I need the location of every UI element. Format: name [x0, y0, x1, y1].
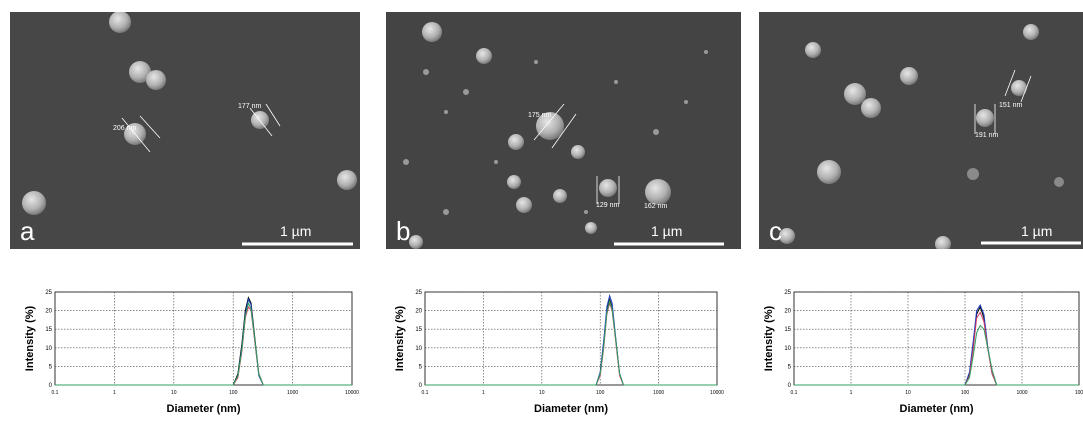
sem-image-a: 206 nm 177 nm 1 µm a — [10, 12, 360, 249]
sem-background — [10, 12, 360, 249]
x-tick-label: 0.1 — [52, 390, 59, 396]
x-axis-title: Diameter (nm) — [534, 403, 608, 415]
measurement-label: 177 nm — [238, 103, 262, 110]
plot-frame — [793, 291, 1080, 386]
x-tick-label: 100 — [596, 390, 605, 396]
x-tick-label: 100 — [1075, 390, 1083, 396]
dls-chart-c-canvas: 0 5 10 15 20 25 0.1 1 10 100 1000 100 Diameter (nm) I… — [763, 290, 1083, 415]
scale-bar-label: 1 µm — [280, 223, 311, 239]
sem-background — [386, 12, 741, 249]
x-tick-label: 10000 — [345, 390, 359, 396]
measurement-label: 151 nm — [999, 102, 1023, 109]
x-tick-label: 1 — [850, 390, 853, 396]
y-tick-label: 20 — [784, 309, 791, 315]
plot-frame — [424, 291, 718, 386]
scale-bar-label: 1 µm — [1021, 223, 1052, 239]
y-tick-label: 5 — [49, 364, 53, 370]
series-line-4 — [55, 301, 352, 386]
small-particles — [403, 50, 708, 215]
x-tick-label: 10000 — [710, 390, 724, 396]
scale-bar-label: 1 µm — [651, 223, 682, 239]
x-axis-title: Diameter (nm) — [900, 403, 974, 415]
y-axis-title: Intensity (%) — [24, 305, 36, 371]
x-tick-label: 1 — [113, 390, 116, 396]
y-tick-label: 0 — [788, 383, 792, 389]
y-tick-label: 15 — [415, 327, 422, 333]
y-tick-label: 20 — [415, 309, 422, 315]
x-tick-label: 1000 — [1016, 390, 1027, 396]
y-tick-label: 10 — [784, 346, 791, 352]
dls-chart-a-canvas: 0 5 10 15 20 25 0.1 1 10 100 1000 10000 Diameter (nm… — [24, 290, 359, 415]
x-tick-label: 1000 — [653, 390, 664, 396]
series-line-3 — [55, 305, 352, 386]
x-tick-label: 100 — [229, 390, 238, 396]
y-tick-label: 5 — [788, 364, 792, 370]
x-tick-label: 0.1 — [791, 390, 798, 396]
series-line-4 — [425, 299, 717, 386]
dls-chart-b-canvas: 0 5 10 15 20 25 0.1 1 10 100 1000 10000 Diameter (nm… — [394, 290, 724, 415]
x-tick-label: 10 — [171, 390, 177, 396]
y-tick-label: 10 — [45, 346, 52, 352]
y-tick-label: 15 — [784, 327, 791, 333]
sem-image-c-canvas: 151 nm 191 nm 1 µm c — [759, 12, 1083, 249]
y-tick-label: 5 — [419, 364, 423, 370]
dls-chart-a: 0 5 10 15 20 25 0.1 1 10 100 1000 10000 Diameter (nm… — [0, 280, 360, 421]
y-tick-label: 15 — [45, 327, 52, 333]
x-axis-title: Diameter (nm) — [167, 403, 241, 415]
y-axis-title: Intensity (%) — [394, 305, 406, 371]
measurement-lines — [974, 69, 1032, 134]
measurement-label: 206 nm — [113, 125, 137, 132]
x-tick-label: 10 — [905, 390, 911, 396]
measurement-label: 175 nm — [528, 112, 552, 119]
x-tick-label: 0.1 — [422, 390, 429, 396]
particles — [409, 22, 671, 249]
particles — [779, 24, 1064, 249]
series-line-1 — [425, 297, 717, 386]
measurement-lines — [121, 103, 281, 153]
measurement-lines — [533, 103, 620, 204]
y-tick-label: 0 — [419, 383, 423, 389]
y-axis-title: Intensity (%) — [763, 305, 775, 371]
y-tick-label: 25 — [784, 290, 791, 296]
series-line-3 — [794, 311, 1079, 386]
series-line-4 — [794, 324, 1079, 386]
panel-letter: a — [20, 216, 35, 246]
sem-image-b: 175 nm 129 nm 162 nm 1 µm b — [386, 12, 741, 249]
x-tick-label: 1 — [482, 390, 485, 396]
y-tick-label: 25 — [415, 290, 422, 296]
x-tick-label: 1000 — [287, 390, 298, 396]
x-tick-label: 100 — [961, 390, 970, 396]
dls-chart-c: 0 5 10 15 20 25 0.1 1 10 100 1000 100 Diameter (nm) I… — [734, 280, 1083, 421]
series-line-1 — [794, 305, 1079, 386]
plot-frame — [54, 291, 353, 386]
measurement-label: 162 nm — [644, 203, 668, 210]
panel-letter: c — [769, 216, 782, 246]
series-line-2 — [794, 303, 1079, 386]
measurement-label: 191 nm — [975, 132, 999, 139]
y-tick-label: 10 — [415, 346, 422, 352]
x-tick-label: 10 — [539, 390, 545, 396]
y-tick-label: 25 — [45, 290, 52, 296]
measurement-label: 129 nm — [596, 202, 620, 209]
sem-image-b-canvas: 175 nm 129 nm 162 nm 1 µm b — [386, 12, 741, 249]
series-line-3 — [425, 301, 717, 386]
y-tick-label: 0 — [49, 383, 53, 389]
y-tick-label: 20 — [45, 309, 52, 315]
dls-chart-b: 0 5 10 15 20 25 0.1 1 10 100 1000 10000 Diameter (nm… — [365, 280, 725, 421]
series-line-2 — [55, 297, 352, 386]
sem-image-c: 151 nm 191 nm 1 µm c — [759, 12, 1083, 249]
sem-image-a-canvas: 206 nm 177 nm 1 µm a — [10, 12, 360, 249]
series-line-2 — [425, 293, 717, 386]
panel-letter: b — [396, 216, 410, 246]
